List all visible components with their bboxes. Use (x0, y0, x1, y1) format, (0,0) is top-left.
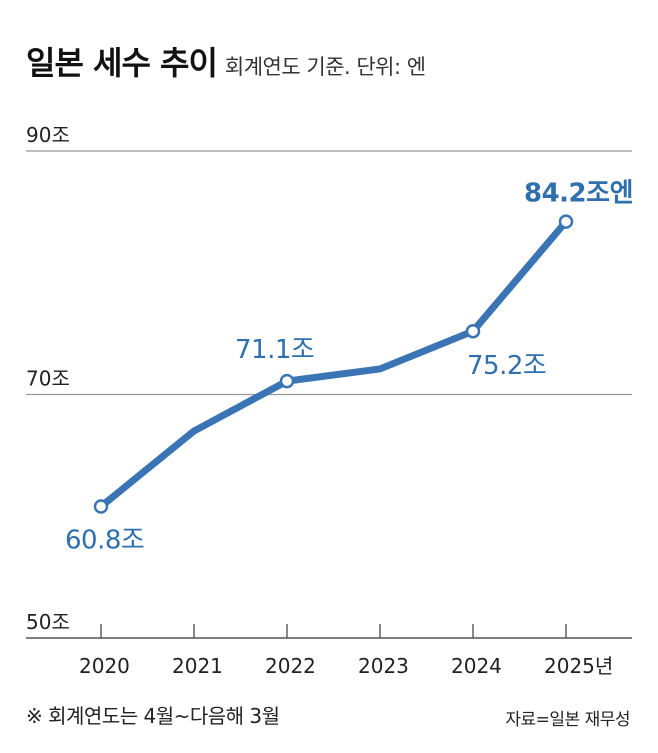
series-line (97, 218, 570, 511)
x-tick-label: 2021 (172, 654, 223, 678)
chart-title: 일본 세수 추이 (26, 44, 218, 82)
marker-layer (93, 214, 574, 514)
data-point-marker (558, 214, 574, 229)
x-tick-label: 2020 (79, 654, 130, 678)
footnote: ※ 회계연도는 4월~다음해 3월 (26, 704, 280, 728)
x-axis-ticks: 2020 2021 2022 2023 2024 2025년 (79, 624, 613, 678)
data-label: 71.1조 (235, 335, 314, 365)
chart-header: 일본 세수 추이 회계연도 기준. 단위: 엔 (26, 38, 426, 84)
y-tick-label: 70조 (26, 367, 70, 391)
series-layer (97, 218, 570, 511)
chart-subtitle: 회계연도 기준. 단위: 엔 (224, 55, 426, 79)
x-tick-label: 2022 (265, 654, 316, 678)
grid-layer (26, 150, 632, 639)
x-tick-label: 2025년 (544, 654, 613, 678)
data-point-marker (93, 499, 109, 514)
data-label: 84.2조엔 (524, 179, 633, 209)
data-label: 60.8조 (65, 526, 144, 556)
x-tick-label: 2024 (451, 654, 502, 678)
y-axis-ticks: 90조 70조 50조 (26, 123, 70, 634)
x-tick-label: 2023 (358, 654, 409, 678)
data-point-marker (279, 373, 295, 389)
y-tick-label: 90조 (26, 123, 70, 147)
data-label-layer: 60.8조 71.1조 75.2조 84.2조엔 (65, 179, 634, 556)
source-credit: 자료=일본 재무성 (505, 710, 630, 730)
y-tick-label: 50조 (26, 610, 70, 634)
data-point-marker (465, 323, 481, 339)
data-label: 75.2조 (467, 351, 546, 381)
